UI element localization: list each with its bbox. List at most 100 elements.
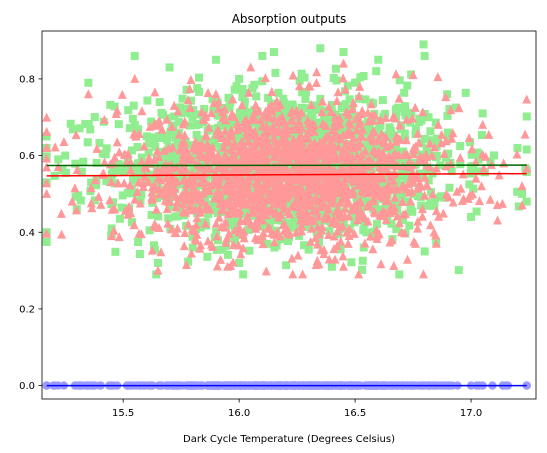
square-point [107, 170, 116, 179]
triangle-point [224, 200, 234, 210]
triangle-point [455, 152, 465, 162]
triangle-point [71, 205, 81, 215]
triangle-point [167, 224, 177, 234]
triangle-point [237, 136, 247, 146]
square-point [312, 227, 321, 236]
triangle-point [338, 73, 348, 83]
triangle-point [200, 218, 210, 228]
square-point [293, 223, 302, 232]
triangle-point [311, 145, 321, 155]
triangle-point [332, 154, 342, 164]
square-point [295, 76, 304, 85]
square-point [86, 125, 95, 134]
triangle-point [99, 157, 109, 167]
triangle-point [235, 144, 245, 154]
triangle-point [272, 161, 282, 171]
triangle-point [425, 138, 435, 148]
triangle-point [413, 183, 423, 193]
triangle-point [139, 171, 149, 181]
triangle-point [199, 185, 209, 195]
triangle-point [205, 204, 215, 214]
triangle-point [368, 244, 378, 254]
triangle-point [298, 269, 308, 279]
triangle-point [303, 115, 313, 125]
square-point [318, 127, 327, 136]
triangle-point [405, 196, 415, 206]
square-point [128, 114, 137, 123]
triangle-point [241, 186, 251, 196]
triangle-point [272, 96, 282, 106]
triangle-point [369, 180, 379, 190]
triangle-point [400, 208, 410, 218]
triangle-point [42, 153, 52, 163]
square-point [171, 133, 180, 142]
triangle-point [369, 196, 379, 206]
plot-area [42, 40, 532, 390]
triangle-point [216, 204, 226, 214]
square-point [327, 101, 336, 110]
square-point [478, 109, 487, 118]
square-point [329, 73, 338, 82]
triangle-point [457, 196, 467, 206]
triangle-point [365, 131, 375, 141]
triangle-point [250, 233, 260, 243]
triangle-point [221, 169, 231, 179]
square-point [324, 126, 333, 135]
x-tick-label: 16.0 [228, 408, 250, 419]
triangle-point [401, 135, 411, 145]
triangle-point [114, 232, 124, 242]
triangle-point [197, 140, 207, 150]
square-point [465, 180, 474, 189]
triangle-point [301, 169, 311, 179]
square-point [98, 149, 107, 158]
triangle-point [292, 195, 302, 205]
triangle-point [357, 164, 367, 174]
triangle-point [431, 206, 441, 216]
triangle-point [209, 98, 219, 108]
triangle-point [340, 173, 350, 183]
triangle-point [228, 94, 238, 104]
triangle-point [436, 138, 446, 148]
triangle-point [394, 218, 404, 228]
triangle-point [186, 74, 196, 84]
triangle-point [484, 129, 494, 139]
square-point [514, 202, 523, 211]
square-point [147, 117, 156, 126]
square-point [513, 187, 522, 196]
triangle-point [283, 178, 293, 188]
square-point [348, 212, 357, 221]
triangle-point [297, 220, 307, 230]
triangle-point [119, 178, 129, 188]
square-point [68, 125, 77, 134]
triangle-point [381, 214, 391, 224]
triangle-point [314, 259, 324, 269]
triangle-point [187, 188, 197, 198]
square-point [219, 104, 228, 113]
triangle-point [328, 188, 338, 198]
square-point [300, 241, 309, 250]
triangle-point [305, 178, 315, 188]
triangle-point [332, 96, 342, 106]
triangle-point [143, 176, 153, 186]
triangle-point [299, 144, 309, 154]
square-point [466, 138, 475, 147]
square-point [422, 144, 431, 153]
triangle-point [340, 84, 350, 94]
triangle-point [274, 145, 284, 155]
triangle-point [317, 221, 327, 231]
triangle-point [313, 211, 323, 221]
triangle-point [260, 73, 270, 83]
triangle-point [494, 170, 504, 180]
triangle-point [486, 159, 496, 169]
triangle-point [276, 135, 286, 145]
square-point [102, 176, 111, 185]
triangle-point [239, 233, 249, 243]
triangle-point [256, 115, 266, 125]
square-point [223, 250, 232, 259]
square-point [430, 201, 439, 210]
triangle-point [185, 84, 195, 94]
triangle-point [130, 73, 140, 83]
triangle-point [117, 89, 127, 99]
triangle-point [354, 269, 364, 279]
triangle-point [304, 190, 314, 200]
